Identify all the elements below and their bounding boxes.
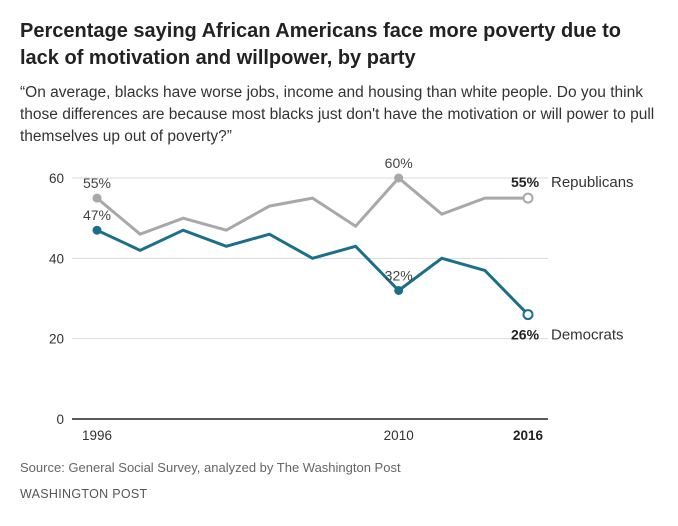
x-tick-label-1996: 1996	[82, 428, 112, 443]
republicans-label-2010: 60%	[385, 155, 413, 171]
republicans-label-1996: 55%	[83, 175, 111, 191]
republicans-line	[96, 175, 528, 236]
x-tick-label-2016: 2016	[513, 428, 544, 443]
x-tick-label-2010: 2010	[384, 428, 414, 443]
y-tick-label-0: 0	[56, 412, 64, 427]
source-note: Source: General Social Survey, analyzed …	[20, 460, 401, 475]
democrats-series-name: Democrats	[551, 327, 624, 344]
republicans-series-name: Republicans	[551, 174, 634, 191]
publisher-brand: WASHINGTON POST	[20, 487, 148, 501]
data-labels: 55% 60% 55% Republicans 47% 32% 26% Democrats	[83, 155, 634, 344]
republicans-point-1996	[92, 193, 102, 203]
series-points	[92, 173, 534, 321]
democrats-line	[96, 228, 530, 316]
y-tick-label-20: 20	[49, 332, 64, 347]
y-tick-label-60: 60	[49, 171, 64, 186]
series-lines	[96, 175, 530, 316]
chart-title: Percentage saying African Americans face…	[20, 20, 621, 69]
democrats-point-2010	[394, 285, 404, 295]
democrats-end-value: 26%	[511, 327, 540, 343]
democrats-point-1996	[92, 225, 102, 235]
republicans-point-2016	[522, 192, 534, 204]
democrats-point-2016	[522, 309, 534, 321]
chart-subtitle: “On average, blacks have worse jobs, inc…	[20, 84, 655, 145]
axes: 0 20 40 60 1996 2010 2016	[49, 171, 548, 443]
y-tick-label-40: 40	[49, 251, 64, 266]
republicans-point-2010	[394, 173, 404, 183]
democrats-label-1996: 47%	[83, 207, 111, 223]
democrats-label-2010: 32%	[385, 267, 413, 283]
republicans-end-value: 55%	[511, 174, 540, 190]
